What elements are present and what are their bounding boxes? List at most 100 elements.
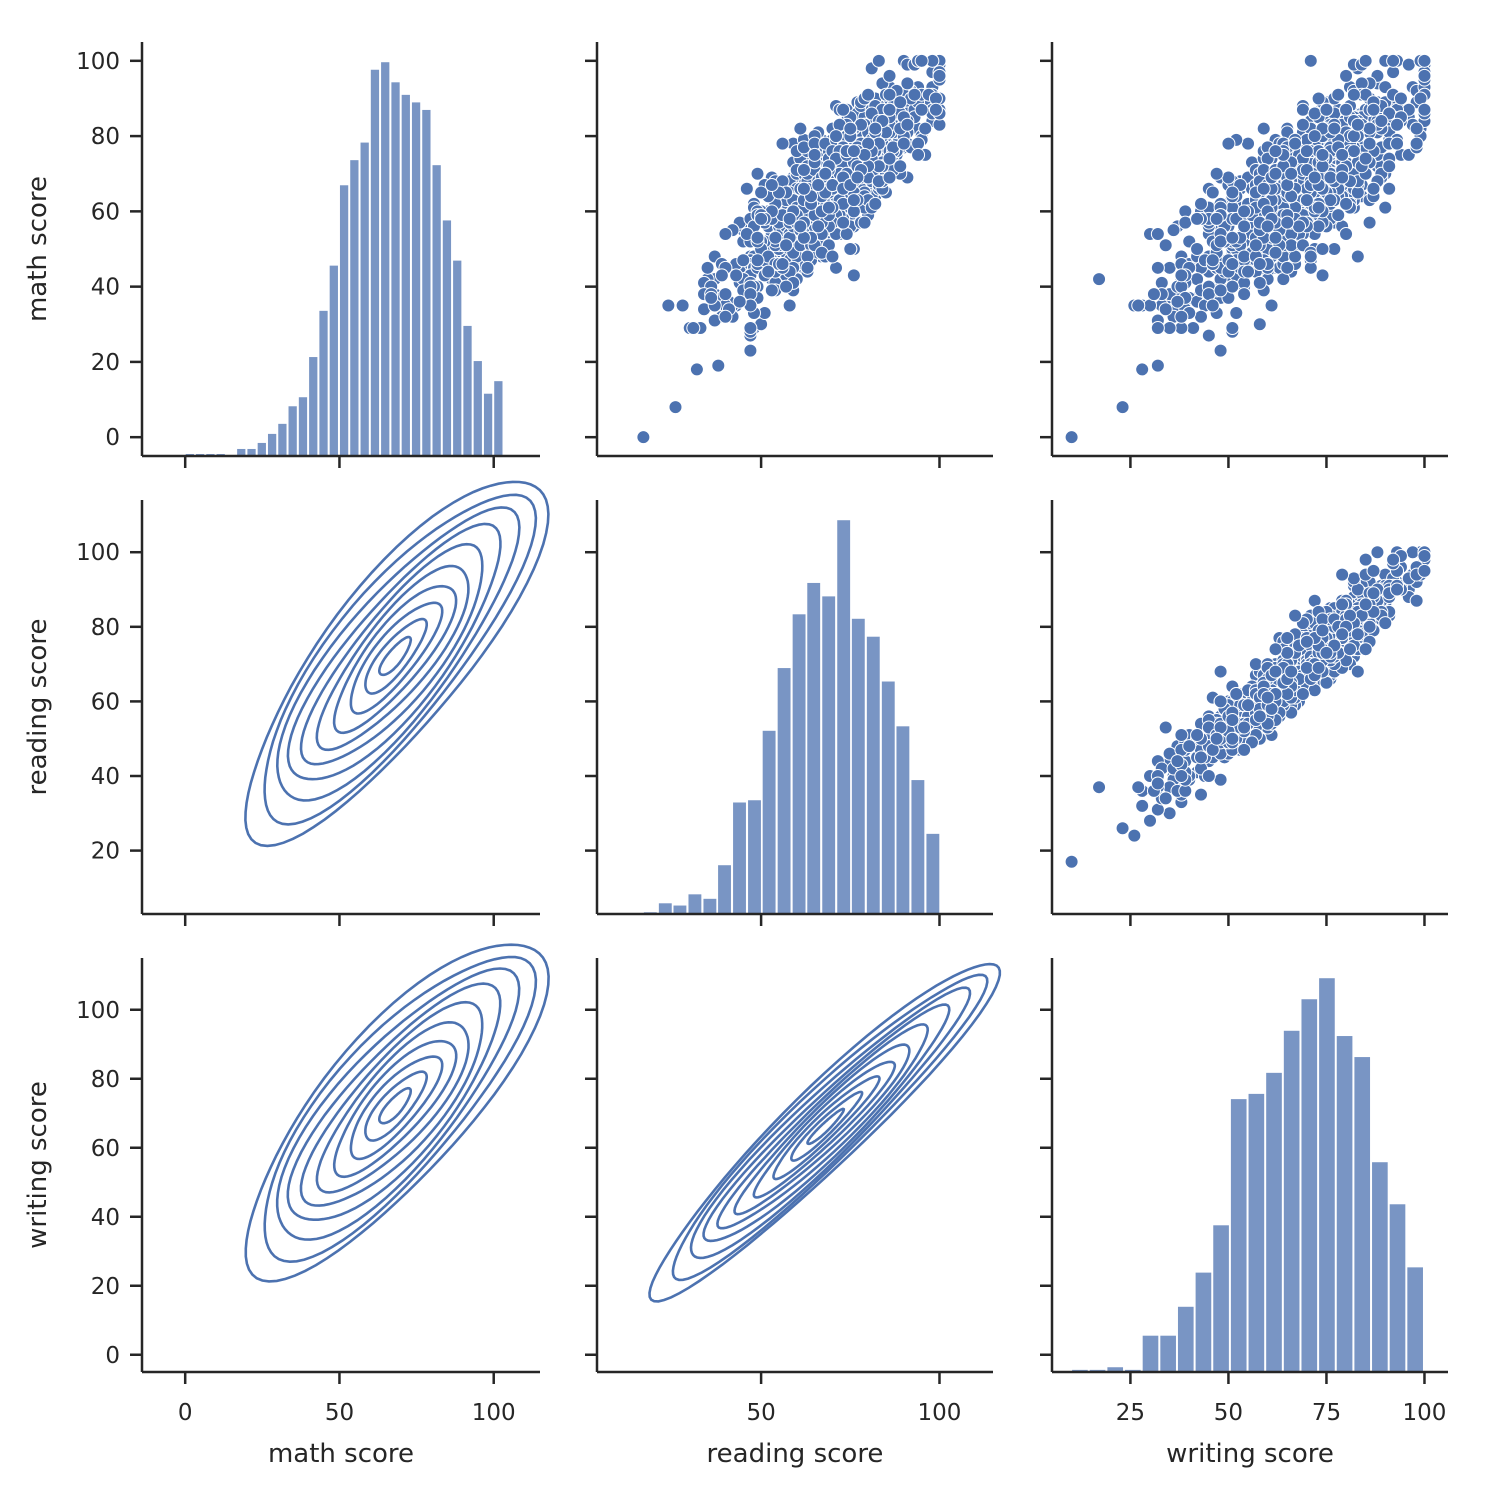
- x-tick-label: 100: [918, 1400, 962, 1426]
- scatter-point: [1339, 196, 1354, 211]
- hist-bar: [452, 259, 463, 457]
- scatter-point: [1417, 548, 1432, 563]
- hist-bar: [1406, 1266, 1424, 1373]
- scatter-point: [750, 253, 765, 268]
- scatter-point: [1127, 828, 1142, 843]
- kde-contour: [364, 617, 428, 695]
- scatter-point: [836, 102, 851, 117]
- scatter-point: [843, 121, 858, 136]
- scatter-point: [1350, 117, 1365, 132]
- scatter-point: [1256, 121, 1271, 136]
- hist-bar: [732, 801, 747, 915]
- scatter-point: [893, 159, 908, 174]
- scatter-point: [1209, 211, 1224, 226]
- scatter-point: [811, 219, 826, 234]
- scatter-point: [1390, 582, 1405, 597]
- hist-bar: [1141, 1334, 1160, 1373]
- scatter-point: [1064, 854, 1079, 869]
- scatter-point: [1307, 170, 1322, 185]
- scatter-point: [914, 102, 929, 117]
- scatter-point: [1221, 136, 1236, 151]
- scatter-point: [1339, 68, 1354, 83]
- scatter-point: [1143, 813, 1158, 828]
- scatter-point: [743, 343, 758, 358]
- scatter-point: [782, 298, 797, 313]
- panel-math-vs-writing: 0 50 100 0 20 40 60 80 100 math score writing scor…: [23, 943, 550, 1469]
- scatter-point: [914, 53, 929, 68]
- scatter-point: [775, 136, 790, 151]
- scatter-point: [1248, 238, 1263, 253]
- scatter-point: [1417, 563, 1432, 578]
- scatter-point: [1386, 552, 1401, 567]
- scatter-point: [1315, 623, 1330, 638]
- y-tick-label: 80: [91, 124, 120, 150]
- scatter-point: [1295, 686, 1310, 701]
- scatter-point: [1366, 181, 1381, 196]
- scatter-point: [718, 226, 733, 241]
- hist-bar: [1212, 1224, 1230, 1373]
- kde-contour: [702, 1003, 951, 1243]
- scatter-point: [1252, 257, 1267, 272]
- scatter-point: [1323, 170, 1338, 185]
- scatter-point: [1190, 727, 1205, 742]
- kde-contour: [648, 962, 1002, 1303]
- hist-bar: [308, 356, 319, 457]
- scatter-point: [846, 144, 861, 159]
- kde-contour: [275, 506, 521, 802]
- scatter-point: [861, 87, 876, 102]
- scatter-point: [764, 283, 779, 298]
- scatter-point: [1193, 787, 1208, 802]
- scatter-point: [1213, 283, 1228, 298]
- hist-bar: [266, 432, 278, 457]
- scatter-point: [1366, 563, 1381, 578]
- hist-bar: [1318, 977, 1336, 1373]
- scatter-point: [1170, 754, 1185, 769]
- scatter-point: [1339, 226, 1354, 241]
- scatter-point: [718, 309, 733, 324]
- scatter-point: [739, 181, 754, 196]
- hist-bar: [1265, 1071, 1283, 1373]
- scatter-point: [1064, 430, 1079, 445]
- scatter-point: [868, 121, 883, 136]
- hist-bar: [791, 613, 807, 915]
- scatter-point: [1092, 780, 1107, 795]
- scatter-point: [1241, 698, 1256, 713]
- scatter-point: [1241, 264, 1256, 279]
- hist-bar: [925, 832, 941, 915]
- hist-bar: [776, 667, 792, 915]
- kde-contour: [299, 542, 484, 766]
- kde-contour: [244, 943, 550, 1283]
- hist-bar: [338, 184, 350, 457]
- panel-writing-vs-math: [1040, 42, 1448, 468]
- scatter-point: [1174, 309, 1189, 324]
- scatter-point: [700, 260, 715, 275]
- hist-bar: [1229, 1098, 1248, 1373]
- scatter-point: [1182, 739, 1197, 754]
- hist-bar: [1247, 1092, 1266, 1373]
- scatter-point: [1135, 362, 1150, 377]
- kde-contour: [806, 1107, 846, 1146]
- y-axis-label: reading score: [23, 619, 53, 796]
- kde-contour: [263, 493, 538, 826]
- hist-bar: [410, 101, 422, 457]
- scatter-point: [1417, 53, 1432, 68]
- scatter-point: [1417, 102, 1432, 117]
- scatter-point: [1335, 567, 1350, 582]
- x-tick-label: 50: [746, 1400, 775, 1426]
- scatter-point: [1358, 151, 1373, 166]
- scatter-point: [782, 211, 797, 226]
- x-axis-label: writing score: [1166, 1439, 1334, 1469]
- scatter-point: [1350, 627, 1365, 642]
- hist-bar: [850, 617, 866, 915]
- scatter-point: [1315, 242, 1330, 256]
- scatter-point: [1319, 102, 1334, 117]
- scatter-point: [1327, 121, 1342, 136]
- scatter-point: [1292, 219, 1307, 234]
- scatter-point: [1256, 181, 1271, 196]
- scatter-point: [768, 230, 783, 245]
- scatter-point: [1382, 159, 1397, 174]
- y-tick-label: 20: [91, 350, 120, 376]
- y-tick-label: 100: [76, 998, 120, 1024]
- scatter-point: [1327, 242, 1342, 256]
- scatter-point: [1280, 645, 1295, 660]
